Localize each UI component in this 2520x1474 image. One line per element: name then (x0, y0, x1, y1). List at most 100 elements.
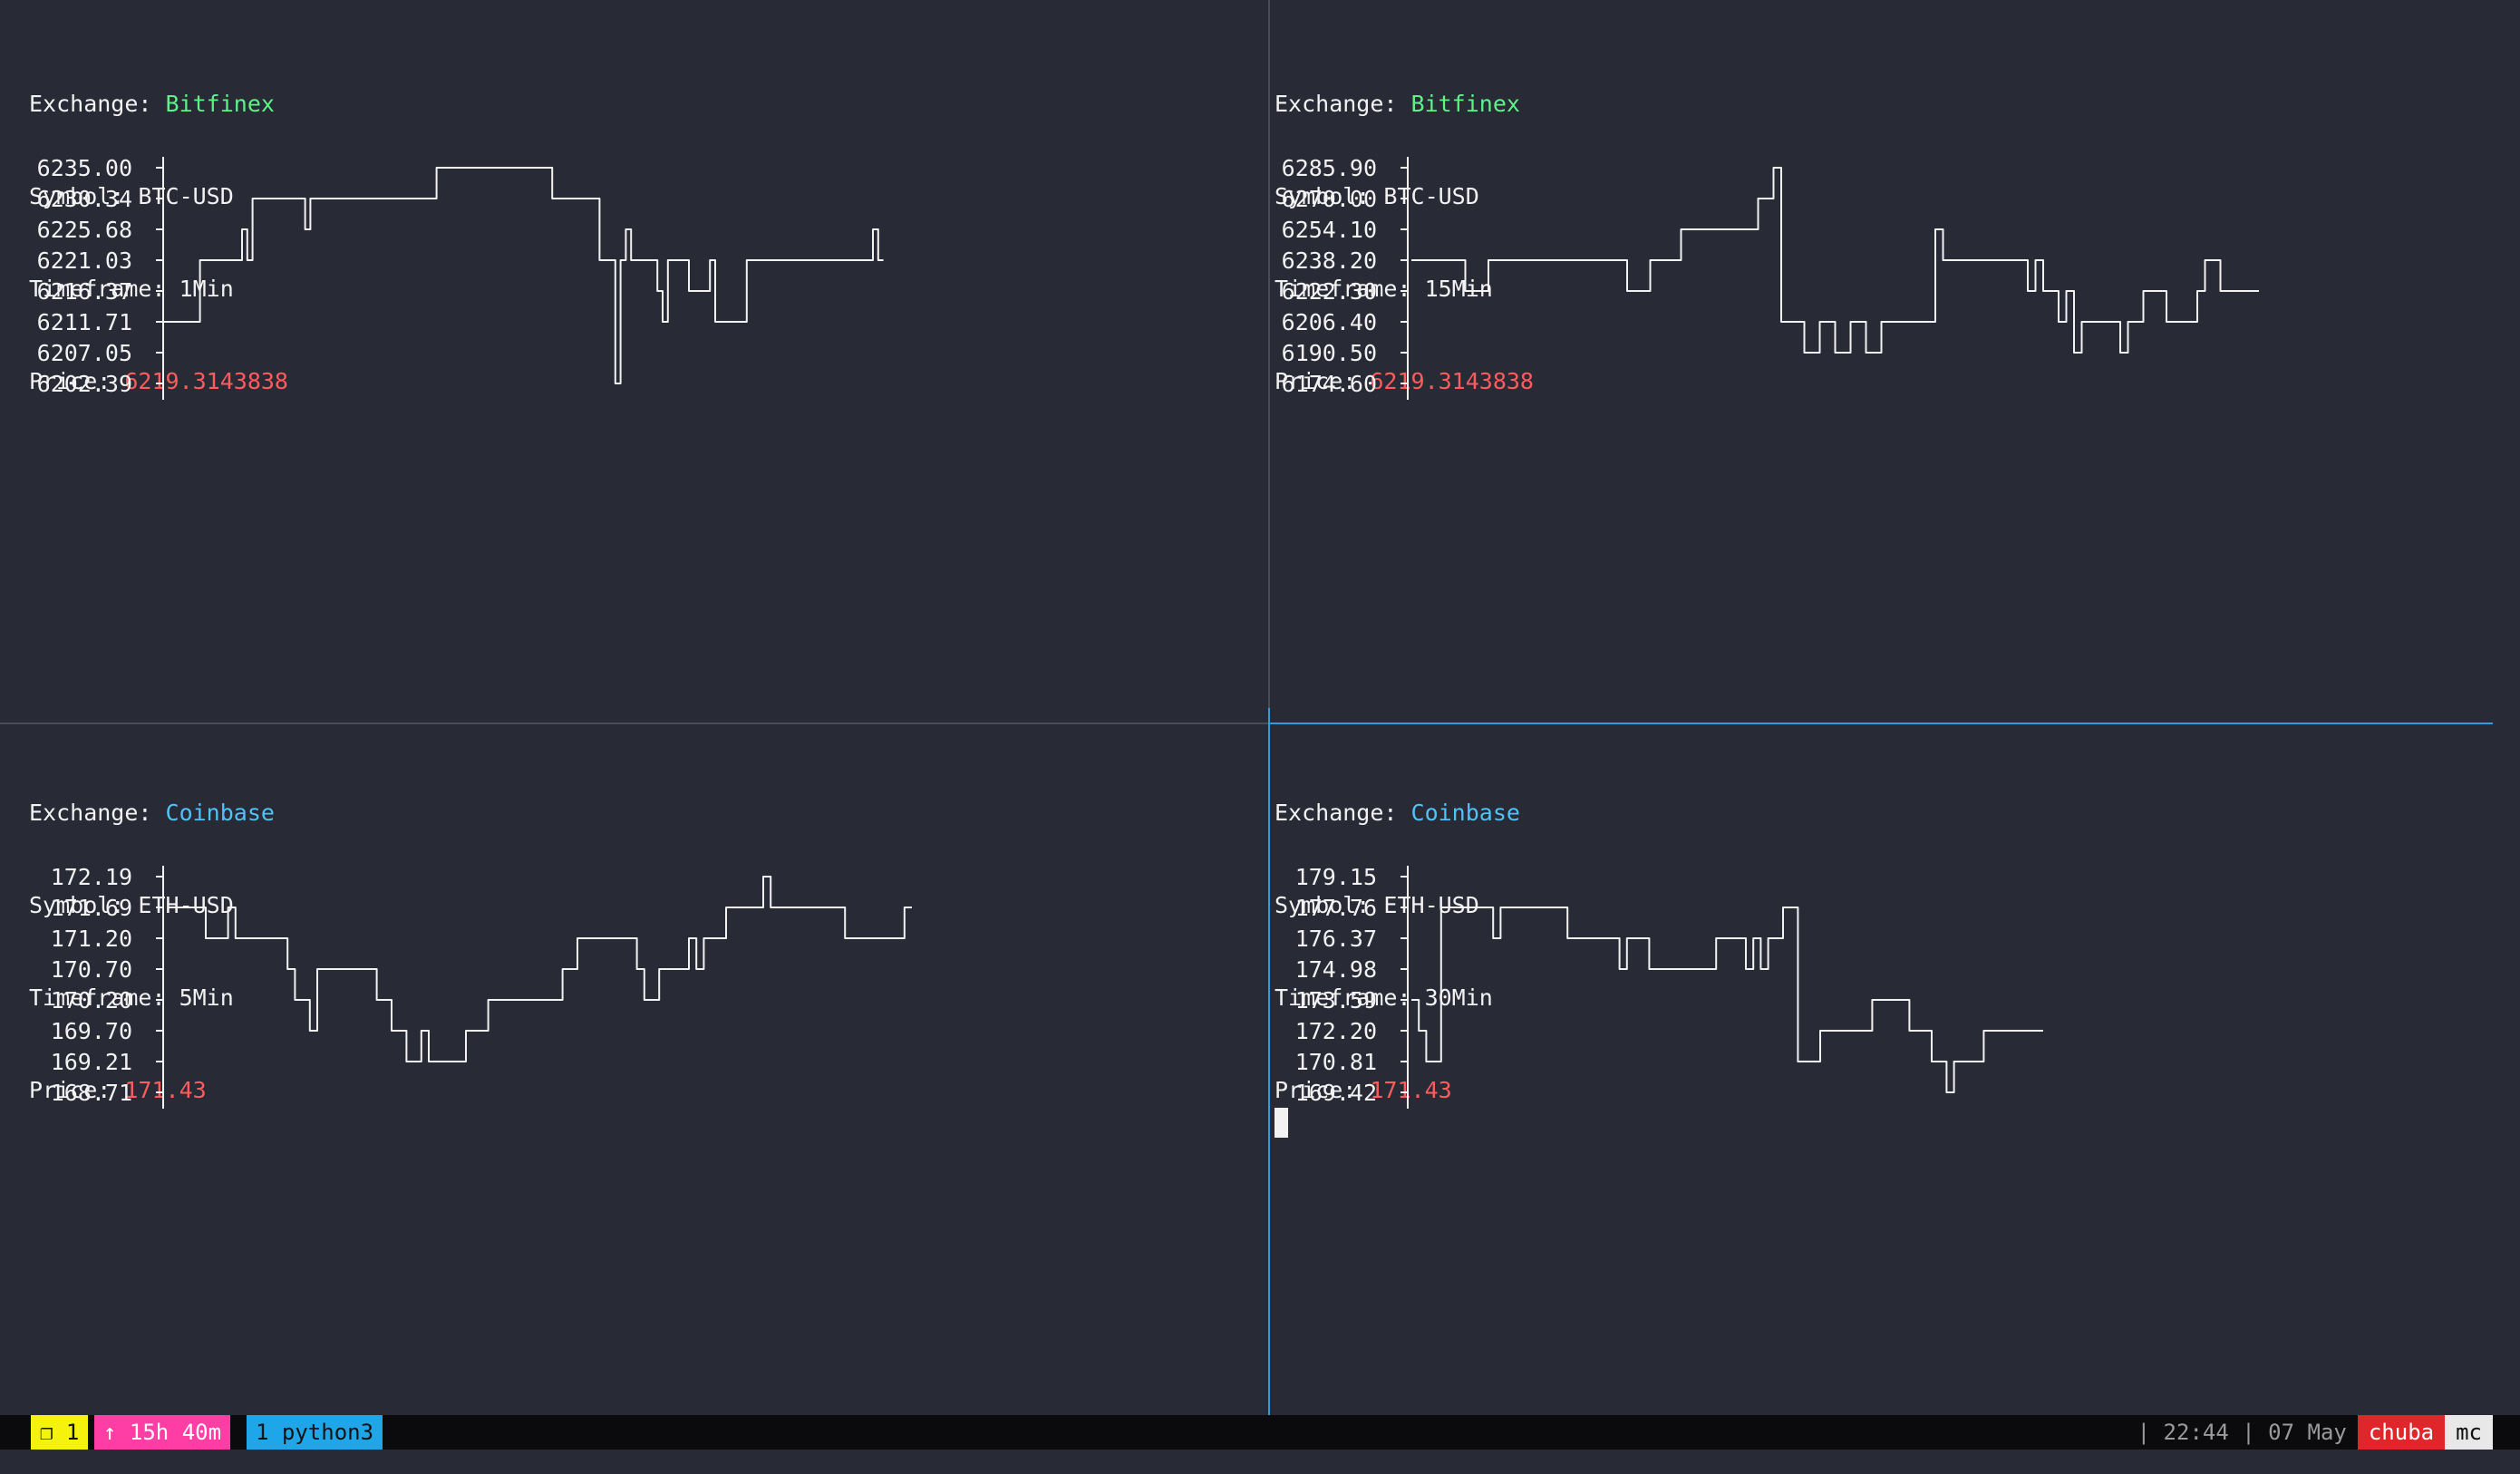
y-tick-label: 172.20 (1295, 1018, 1377, 1044)
y-tick-label: 169.42 (1295, 1080, 1377, 1106)
symbol-line: Symbol: BTC-USD (29, 181, 288, 212)
symbol-label: Symbol: (1275, 892, 1384, 918)
price-label: Price: (29, 1077, 125, 1103)
timeframe-line: Timeframe: 15Min (1275, 274, 1534, 305)
y-tick-label: 179.15 (1295, 864, 1377, 890)
y-tick-label: 6238.20 (1282, 247, 1377, 274)
window-tab-python3[interactable]: 1 python3 (247, 1415, 383, 1450)
timeframe-label: Timeframe: (1275, 276, 1425, 302)
y-tick-label: 172.19 (51, 864, 132, 890)
price-line: Price: 6219.3143838 (1275, 366, 1534, 397)
y-tick-label: 168.71 (51, 1080, 132, 1106)
pane-info: Exchange: Coinbase Symbol: ETH-USD Timef… (1275, 736, 1520, 1168)
exchange-line: Exchange: Bitfinex (1275, 89, 1534, 120)
y-tick-label: 170.20 (51, 987, 132, 1013)
pane-divider-vertical[interactable] (1268, 0, 1270, 722)
active-pane-border-top[interactable] (1268, 722, 2493, 724)
pane-info: Exchange: Coinbase Symbol: ETH-USD Timef… (29, 736, 275, 1168)
exchange-label: Exchange: (1275, 91, 1411, 117)
y-tick-label: 171.69 (51, 895, 132, 921)
timeframe-label: Timeframe: (29, 276, 179, 302)
pane-info: Exchange: Bitfinex Symbol: BTC-USD Timef… (1275, 27, 1534, 459)
terminal-cursor (1275, 1108, 1288, 1138)
timeframe-value: 30Min (1424, 984, 1493, 1011)
price-series-line (169, 876, 912, 1062)
pane-top-right[interactable]: Exchange: Bitfinex Symbol: BTC-USD Timef… (1270, 0, 2520, 722)
pane-bottom-left[interactable]: Exchange: Coinbase Symbol: ETH-USD Timef… (0, 724, 1268, 1415)
exchange-label: Exchange: (29, 91, 166, 117)
active-pane-border-left[interactable] (1268, 708, 1270, 1415)
symbol-value: ETH-USD (138, 892, 234, 918)
exchange-line: Exchange: Bitfinex (29, 89, 288, 120)
price-value: 6219.3143838 (1370, 368, 1534, 394)
y-tick-label: 6174.60 (1282, 371, 1377, 397)
symbol-value: BTC-USD (138, 183, 234, 209)
y-tick-label: 6221.03 (37, 247, 132, 274)
symbol-value: ETH-USD (1383, 892, 1479, 918)
price-chart: 179.15 177.76 176.37 174.98 173.59 172.20 170.… (1295, 864, 2043, 1109)
y-tick-label: 6207.05 (37, 340, 132, 366)
pane-top-left[interactable]: Exchange: Bitfinex Symbol: BTC-USD Timef… (0, 0, 1268, 722)
timeframe-label: Timeframe: (29, 984, 179, 1011)
y-tick-label: 6216.37 (37, 278, 132, 305)
y-tick-label: 6202.39 (37, 371, 132, 397)
y-tick-label: 173.59 (1295, 987, 1377, 1013)
y-tick-label: 6270.00 (1282, 186, 1377, 212)
price-chart: 6235.00 6230.34 6225.68 6221.03 6216.37 6211.… (37, 155, 884, 400)
symbol-line: Symbol: BTC-USD (1275, 181, 1534, 212)
timeframe-line: Timeframe: 1Min (29, 274, 288, 305)
y-tick-label: 6230.34 (37, 186, 132, 212)
exchange-name: Bitfinex (1410, 91, 1520, 117)
symbol-label: Symbol: (29, 183, 139, 209)
price-chart: 6285.90 6270.00 6254.10 6238.20 6222.30 6206.… (1282, 155, 2259, 400)
pane-divider-horizontal[interactable] (0, 722, 1268, 724)
pane-info: Exchange: Bitfinex Symbol: BTC-USD Timef… (29, 27, 288, 459)
symbol-line: Symbol: ETH-USD (1275, 890, 1520, 921)
y-tick-label: 6235.00 (37, 155, 132, 181)
price-label: Price: (1275, 1077, 1371, 1103)
exchange-label: Exchange: (29, 800, 166, 826)
symbol-value: BTC-USD (1383, 183, 1479, 209)
timeframe-line: Timeframe: 5Min (29, 983, 275, 1013)
symbol-label: Symbol: (1275, 183, 1384, 209)
y-tick-label: 169.70 (51, 1018, 132, 1044)
price-label: Price: (1275, 368, 1371, 394)
y-tick-label: 174.98 (1295, 956, 1377, 983)
price-value: 6219.3143838 (124, 368, 288, 394)
y-tick-label: 6285.90 (1282, 155, 1377, 181)
price-line: Price: 171.43 (1275, 1075, 1520, 1106)
timeframe-value: 1Min (179, 276, 234, 302)
host-badge: mc (2445, 1415, 2493, 1450)
price-value: 171.43 (124, 1077, 207, 1103)
uptime-indicator: ↑ 15h 40m (94, 1415, 231, 1450)
y-tick-label: 176.37 (1295, 926, 1377, 952)
y-tick-label: 170.81 (1295, 1049, 1377, 1075)
y-tick-label: 6225.68 (37, 217, 132, 243)
exchange-label: Exchange: (1275, 800, 1411, 826)
price-series-line (1411, 167, 2259, 354)
price-series-line (163, 167, 884, 384)
timeframe-value: 5Min (179, 984, 234, 1011)
exchange-name: Coinbase (165, 800, 275, 826)
timeframe-line: Timeframe: 30Min (1275, 983, 1520, 1013)
price-label: Price: (29, 368, 125, 394)
symbol-line: Symbol: ETH-USD (29, 890, 275, 921)
y-tick-label: 6211.71 (37, 309, 132, 335)
price-line: Price: 6219.3143838 (29, 366, 288, 397)
y-tick-label: 171.20 (51, 926, 132, 952)
y-tick-label: 6190.50 (1282, 340, 1377, 366)
exchange-name: Bitfinex (165, 91, 275, 117)
price-chart: 172.19 171.69 171.20 170.70 170.20 169.70 169.… (51, 864, 912, 1109)
timeframe-label: Timeframe: (1275, 984, 1425, 1011)
y-tick-label: 6222.30 (1282, 278, 1377, 305)
y-tick-label: 6206.40 (1282, 309, 1377, 335)
clock-date: | 22:44 | 07 May (2137, 1420, 2347, 1445)
pane-bottom-right[interactable]: Exchange: Coinbase Symbol: ETH-USD Timef… (1270, 724, 2520, 1415)
exchange-line: Exchange: Coinbase (29, 798, 275, 829)
session-window-indicator[interactable]: ❐ 1 (31, 1415, 89, 1450)
price-line: Price: 171.43 (29, 1075, 275, 1106)
exchange-line: Exchange: Coinbase (1275, 798, 1520, 829)
y-tick-label: 170.70 (51, 956, 132, 983)
y-tick-label: 6254.10 (1282, 217, 1377, 243)
tmux-status-bar: ❐ 1 ↑ 15h 40m 1 python3 | 22:44 | 07 May… (0, 1415, 2520, 1450)
